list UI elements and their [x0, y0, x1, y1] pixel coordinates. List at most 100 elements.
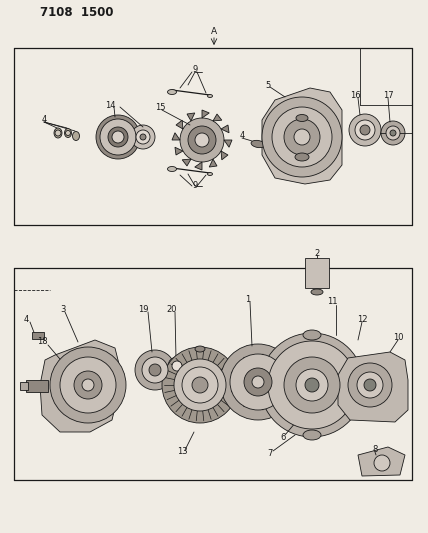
Circle shape [96, 115, 140, 159]
Circle shape [60, 357, 116, 413]
Circle shape [220, 344, 296, 420]
Circle shape [305, 378, 319, 392]
Circle shape [112, 131, 124, 143]
Text: 20: 20 [167, 305, 177, 314]
Circle shape [131, 125, 155, 149]
Ellipse shape [167, 90, 176, 94]
Circle shape [272, 107, 332, 167]
Ellipse shape [208, 94, 212, 98]
Circle shape [252, 376, 264, 388]
Circle shape [294, 129, 310, 145]
Circle shape [135, 350, 175, 390]
Circle shape [230, 354, 286, 410]
Circle shape [355, 120, 375, 140]
Ellipse shape [303, 330, 321, 340]
Polygon shape [221, 125, 229, 133]
Circle shape [195, 133, 209, 147]
Text: 4: 4 [239, 132, 245, 141]
Circle shape [349, 114, 381, 146]
Polygon shape [213, 114, 222, 121]
Ellipse shape [295, 153, 309, 161]
Text: 7: 7 [268, 448, 273, 457]
Bar [20, 382, 28, 390]
Circle shape [188, 126, 216, 154]
Text: 19: 19 [138, 305, 148, 314]
Text: 15: 15 [155, 103, 165, 112]
Circle shape [284, 357, 340, 413]
Circle shape [50, 347, 126, 423]
Polygon shape [182, 159, 191, 166]
Text: 3: 3 [60, 305, 65, 314]
Text: 1: 1 [245, 295, 251, 304]
Text: 8: 8 [372, 446, 377, 455]
Text: 10: 10 [393, 334, 403, 343]
Circle shape [174, 359, 226, 411]
Text: 4: 4 [42, 116, 47, 125]
Ellipse shape [54, 128, 62, 138]
Text: 2: 2 [315, 248, 320, 257]
Text: 17: 17 [383, 92, 393, 101]
Polygon shape [224, 140, 232, 147]
Circle shape [192, 377, 208, 393]
Text: 9: 9 [192, 66, 198, 75]
Ellipse shape [303, 430, 321, 440]
Text: A: A [211, 28, 217, 36]
Ellipse shape [195, 346, 205, 352]
Polygon shape [40, 340, 120, 432]
Polygon shape [358, 447, 405, 476]
Text: 14: 14 [105, 101, 115, 109]
Circle shape [360, 125, 370, 135]
Polygon shape [195, 162, 202, 170]
Circle shape [284, 119, 320, 155]
Circle shape [296, 369, 328, 401]
Bar [32, 332, 44, 339]
Circle shape [244, 368, 272, 396]
Text: 9: 9 [192, 182, 198, 190]
Polygon shape [209, 159, 217, 167]
Circle shape [162, 347, 238, 423]
Ellipse shape [72, 132, 80, 141]
Text: 13: 13 [177, 448, 187, 456]
Circle shape [149, 364, 161, 376]
Circle shape [180, 118, 224, 162]
Circle shape [390, 130, 396, 136]
Polygon shape [338, 352, 408, 422]
Polygon shape [175, 147, 183, 155]
Circle shape [268, 341, 356, 429]
Circle shape [374, 455, 390, 471]
Polygon shape [202, 110, 209, 118]
Ellipse shape [311, 289, 323, 295]
Circle shape [74, 371, 102, 399]
Text: 4: 4 [24, 316, 29, 325]
Circle shape [108, 127, 128, 147]
Polygon shape [187, 113, 195, 121]
Circle shape [168, 357, 186, 375]
Circle shape [357, 372, 383, 398]
Text: 6: 6 [280, 432, 285, 441]
Text: 18: 18 [37, 337, 48, 346]
Ellipse shape [65, 128, 71, 138]
Bar [305, 258, 329, 288]
Polygon shape [176, 120, 183, 129]
Ellipse shape [296, 115, 308, 122]
Circle shape [82, 379, 94, 391]
Polygon shape [262, 88, 342, 184]
Text: 5: 5 [265, 80, 270, 90]
Text: 16: 16 [350, 92, 360, 101]
Circle shape [172, 361, 182, 371]
Circle shape [140, 134, 146, 140]
Bar [26, 380, 48, 392]
Ellipse shape [167, 166, 176, 172]
Circle shape [65, 131, 71, 135]
Circle shape [142, 357, 168, 383]
Circle shape [260, 333, 364, 437]
Circle shape [381, 121, 405, 145]
Circle shape [182, 367, 218, 403]
Circle shape [136, 130, 150, 144]
Text: 12: 12 [357, 316, 367, 325]
Circle shape [364, 379, 376, 391]
Ellipse shape [251, 140, 265, 148]
Text: 11: 11 [327, 297, 337, 306]
Circle shape [55, 130, 61, 136]
Circle shape [386, 126, 400, 140]
